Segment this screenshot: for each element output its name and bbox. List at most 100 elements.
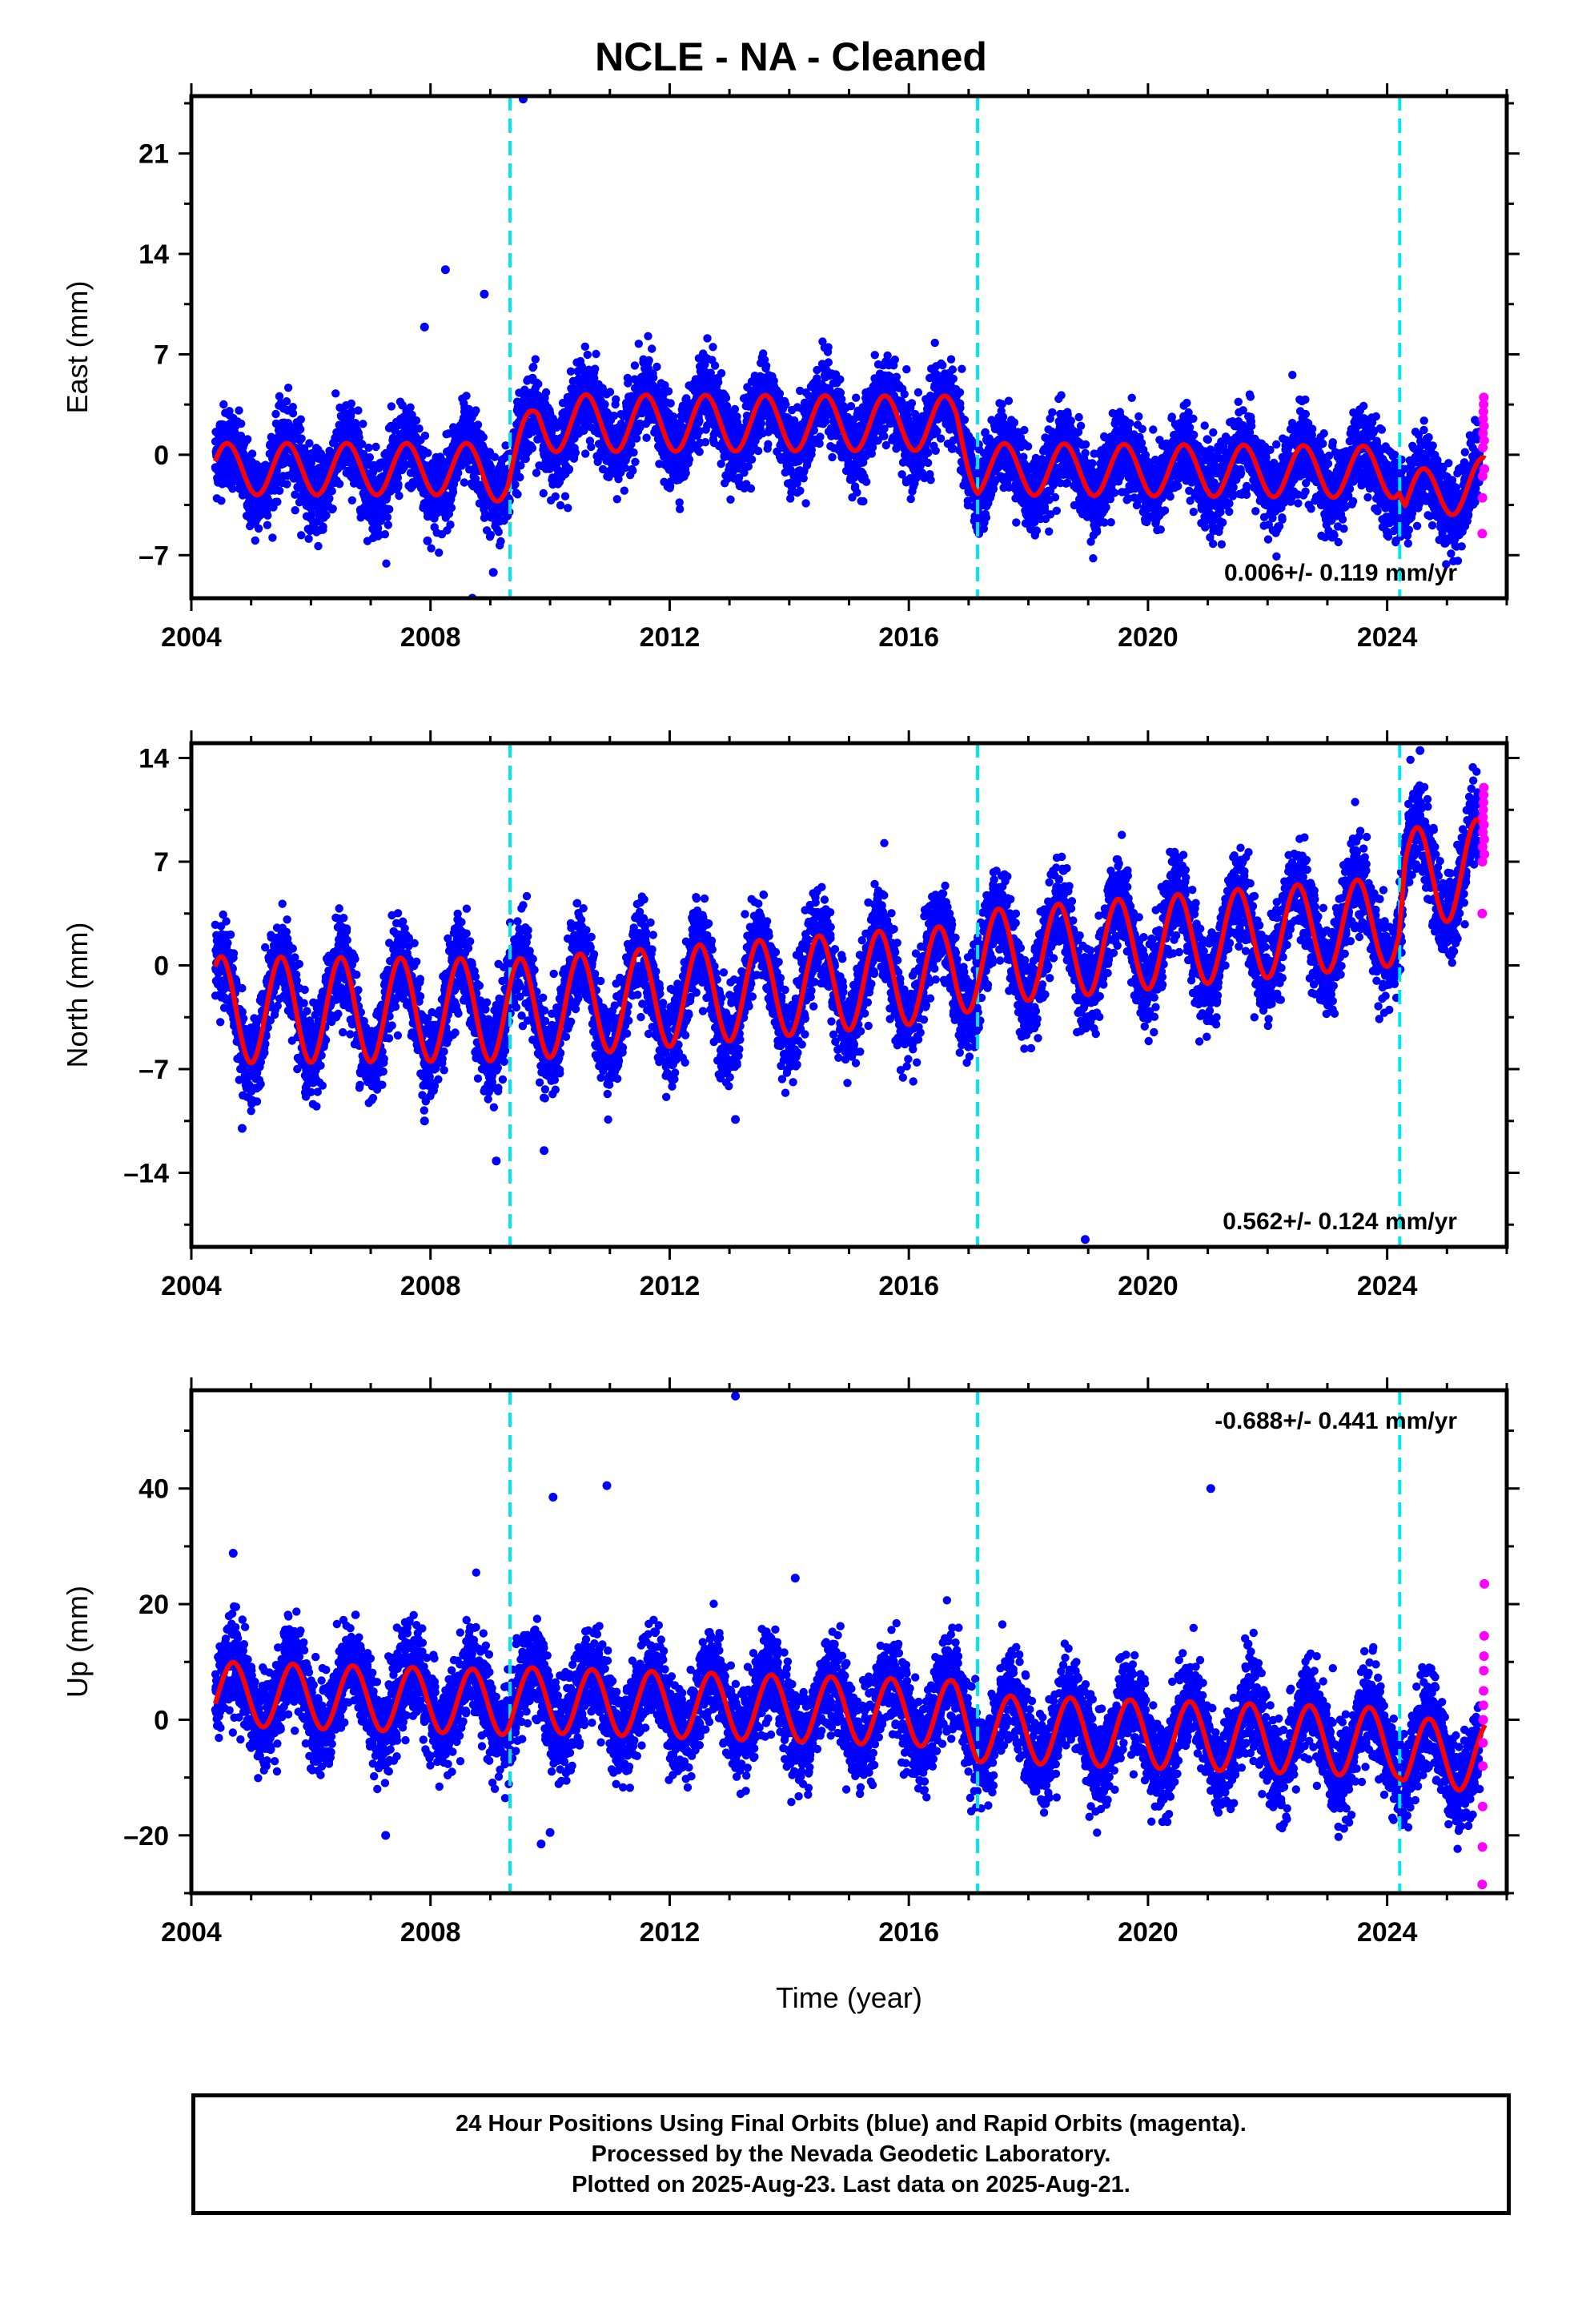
east-x-tick-label: 2012: [640, 622, 701, 653]
north-rapid-orbit-point: [1477, 908, 1488, 919]
east-y-tick-label: 14: [139, 239, 169, 270]
east-rapid-orbit-point: [1477, 529, 1488, 539]
up-rapid-orbit-point: [1480, 1578, 1490, 1589]
east-panel: 2004 2008 2012 2016 2020 2024 –7 0 7 14 21 East (mm…: [61, 83, 1520, 653]
up-outlier-point: [536, 1839, 546, 1849]
east-plot-area: [211, 96, 1490, 598]
north-y-axis-title: North (mm): [61, 923, 94, 1068]
east-outlier-point: [420, 322, 429, 332]
north-outlier-point: [1415, 746, 1425, 755]
north-x-tick-label: 2024: [1357, 1271, 1418, 1301]
north-x-tick-label: 2020: [1118, 1271, 1178, 1301]
north-rapid-orbit-point: [1479, 782, 1489, 793]
up-outlier-point: [228, 1549, 238, 1558]
north-final-orbit-points: [211, 746, 1484, 1244]
east-outlier-point: [440, 265, 450, 275]
up-rapid-orbit-point: [1478, 1761, 1488, 1771]
footer-caption-box: 24 Hour Positions Using Final Orbits (bl…: [191, 2093, 1511, 2215]
up-axes-frame: [189, 1388, 1509, 1896]
east-rapid-orbit-points: [1477, 392, 1490, 539]
east-final-orbit-points: [211, 96, 1484, 598]
north-rapid-orbit-point: [1478, 827, 1488, 837]
north-x-tick-label: 2008: [400, 1271, 461, 1301]
up-rapid-orbit-points: [1477, 1578, 1490, 1890]
east-y-tick-label: –7: [139, 541, 169, 571]
north-outlier-point: [1080, 1235, 1090, 1244]
footer-line-3: Plotted on 2025-Aug-23. Last data on 202…: [572, 2172, 1130, 2197]
up-velocity-label: -0.688+/- 0.441 mm/yr: [1215, 1408, 1457, 1434]
north-rapid-orbit-point: [1479, 834, 1489, 845]
up-outlier-point: [731, 1391, 741, 1401]
east-rapid-orbit-point: [1479, 400, 1489, 410]
up-outlier-point: [545, 1827, 555, 1837]
east-rapid-orbit-point: [1478, 407, 1488, 417]
east-outlier-point: [488, 568, 498, 577]
up-y-tick-label: 20: [139, 1590, 169, 1620]
north-final-orbit-cloud: [211, 755, 1484, 1124]
east-rapid-orbit-point: [1478, 442, 1488, 452]
east-rapid-orbit-point: [1479, 421, 1489, 432]
north-outlier-point: [540, 1146, 549, 1156]
footer-line-1: 24 Hour Positions Using Final Orbits (bl…: [456, 2111, 1247, 2137]
up-rapid-orbit-point: [1478, 1700, 1488, 1711]
up-y-tick-label: 40: [139, 1474, 169, 1505]
east-final-orbit-cloud: [211, 332, 1484, 569]
up-y-tick-label: 0: [154, 1705, 169, 1735]
north-outlier-point: [237, 1124, 247, 1133]
up-rapid-orbit-point: [1478, 1738, 1488, 1748]
up-x-tick-label: 2008: [400, 1917, 461, 1948]
up-rapid-orbit-point: [1479, 1666, 1489, 1676]
up-rapid-orbit-point: [1479, 1686, 1489, 1696]
up-y-axis-title: Up (mm): [61, 1586, 94, 1698]
north-y-tick-label: 14: [139, 744, 169, 774]
up-outlier-point: [602, 1481, 612, 1490]
north-outlier-point: [420, 1116, 429, 1126]
up-rapid-orbit-point: [1477, 1880, 1488, 1890]
east-x-tick-label: 2004: [161, 622, 222, 653]
up-outlier-point: [548, 1493, 558, 1502]
chart-title: NCLE - NA - Cleaned: [595, 34, 987, 79]
up-y-tick-label: –20: [123, 1821, 169, 1852]
east-rapid-orbit-point: [1479, 435, 1489, 445]
north-velocity-label: 0.562+/- 0.124 mm/yr: [1223, 1208, 1457, 1235]
east-rapid-orbit-point: [1478, 428, 1488, 438]
east-x-tick-label: 2020: [1118, 622, 1178, 653]
up-model-fit-line: [213, 1659, 1488, 1793]
east-y-axis-title: East (mm): [61, 281, 94, 414]
east-y-tick-label: 21: [139, 139, 169, 170]
north-y-tick-label: 7: [154, 847, 169, 878]
north-plot-area: [211, 743, 1490, 1247]
up-rapid-orbit-point: [1477, 1842, 1488, 1852]
north-rapid-orbit-point: [1480, 849, 1490, 859]
up-x-tick-label: 2012: [640, 1917, 701, 1948]
north-rapid-orbit-point: [1479, 819, 1489, 830]
up-panel: 2004 2008 2012 2016 2020 2024 –20 0 20 40 Up (mm) T…: [61, 1377, 1520, 2014]
up-outlier-point: [790, 1574, 800, 1583]
north-x-tick-label: 2004: [161, 1271, 222, 1301]
east-rapid-orbit-point: [1479, 392, 1489, 403]
up-x-tick-label: 2016: [878, 1917, 939, 1948]
east-outlier-point: [480, 289, 489, 299]
north-y-tick-label: –14: [123, 1159, 169, 1189]
east-y-tick-label: 0: [154, 440, 169, 471]
up-rapid-orbit-point: [1478, 1715, 1488, 1725]
north-x-tick-label: 2016: [878, 1271, 939, 1301]
east-x-tick-label: 2024: [1357, 622, 1418, 653]
up-x-axis-title: Time (year): [776, 1981, 922, 2014]
east-model-fit-line: [213, 392, 1488, 517]
up-rapid-orbit-point: [1479, 1651, 1489, 1662]
north-rapid-orbit-point: [1478, 812, 1488, 822]
east-x-tick-label: 2016: [878, 622, 939, 653]
up-plot-area: [211, 1390, 1490, 1893]
east-outlier-point: [423, 536, 432, 545]
up-x-tick-label: 2020: [1118, 1917, 1178, 1948]
east-velocity-label: 0.006+/- 0.119 mm/yr: [1224, 560, 1457, 586]
north-rapid-orbit-points: [1477, 782, 1490, 919]
north-rapid-orbit-point: [1479, 790, 1489, 800]
up-outlier-point: [1206, 1484, 1215, 1494]
up-rapid-orbit-point: [1477, 1801, 1488, 1811]
up-outlier-point: [381, 1831, 391, 1840]
east-y-tick-label: 7: [154, 340, 169, 370]
east-rapid-orbit-point: [1477, 493, 1488, 503]
